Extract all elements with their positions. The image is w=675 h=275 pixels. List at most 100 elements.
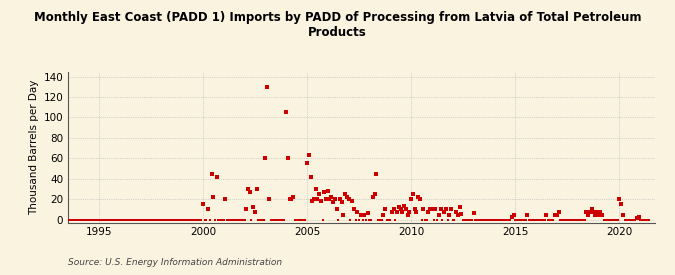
Point (241, 207, 252, 212)
Point (643, 218, 654, 222)
Point (333, 218, 344, 222)
Point (451, 209, 462, 214)
Text: Source: U.S. Energy Information Administration: Source: U.S. Energy Information Administ… (68, 258, 281, 267)
Point (345, 218, 356, 222)
Point (489, 218, 500, 222)
Point (102, 218, 113, 222)
Point (321, 197, 331, 202)
Point (383, 218, 394, 222)
Point (161, 218, 172, 222)
Point (409, 207, 420, 212)
Point (262, 85, 273, 89)
Point (275, 218, 286, 222)
Point (202, 207, 213, 212)
Point (232, 218, 243, 222)
Point (475, 218, 486, 222)
Point (510, 218, 520, 222)
Point (579, 218, 590, 222)
Point (218, 218, 229, 222)
Point (570, 218, 581, 222)
Point (116, 218, 127, 222)
Point (587, 207, 597, 212)
Point (100, 218, 111, 222)
Point (52, 218, 63, 222)
Point (399, 204, 410, 209)
Point (53, 218, 64, 222)
Point (78, 218, 88, 222)
Point (357, 218, 368, 222)
Point (610, 218, 621, 222)
Point (448, 218, 458, 222)
Point (603, 218, 614, 222)
Point (225, 218, 236, 222)
Point (588, 209, 599, 214)
Point (591, 209, 602, 214)
Point (254, 218, 265, 222)
Point (168, 218, 179, 222)
Point (400, 207, 411, 212)
Point (121, 218, 132, 222)
Point (184, 218, 194, 222)
Point (460, 218, 470, 222)
Point (633, 214, 644, 219)
Point (186, 218, 196, 222)
Point (194, 218, 205, 222)
Point (505, 218, 516, 222)
Point (637, 218, 647, 222)
Point (423, 209, 434, 214)
Point (134, 218, 144, 222)
Point (130, 218, 140, 222)
Point (279, 218, 290, 222)
Point (140, 218, 151, 222)
Point (605, 218, 616, 222)
Point (464, 218, 475, 222)
Point (281, 110, 292, 115)
Point (533, 218, 543, 222)
Point (392, 209, 402, 214)
Point (109, 218, 119, 222)
Point (246, 218, 256, 222)
Point (527, 218, 538, 222)
Point (208, 195, 219, 199)
Point (454, 205, 465, 210)
Point (298, 218, 309, 222)
Point (83, 218, 94, 222)
Point (55, 218, 66, 222)
Point (234, 218, 245, 222)
Point (468, 210, 479, 215)
Point (92, 218, 103, 222)
Point (506, 214, 517, 219)
Point (432, 218, 443, 222)
Point (196, 218, 207, 222)
Point (525, 218, 536, 222)
Point (624, 218, 635, 222)
Point (190, 218, 201, 222)
Point (315, 199, 326, 204)
Point (144, 218, 155, 222)
Point (421, 218, 432, 222)
Point (354, 218, 364, 222)
Point (173, 218, 184, 222)
Point (125, 218, 136, 222)
Y-axis label: Thousand Barrels per Day: Thousand Barrels per Day (30, 79, 39, 215)
Point (135, 218, 146, 222)
Point (623, 218, 634, 222)
Point (524, 218, 535, 222)
Point (589, 212, 600, 217)
Point (65, 218, 76, 222)
Point (612, 218, 623, 222)
Point (329, 197, 340, 202)
Point (323, 189, 333, 193)
Point (427, 207, 437, 212)
Point (609, 218, 620, 222)
Point (84, 218, 95, 222)
Point (487, 218, 498, 222)
Point (576, 218, 587, 222)
Point (253, 218, 264, 222)
Point (236, 218, 246, 222)
Point (123, 218, 134, 222)
Point (142, 218, 153, 222)
Point (95, 218, 106, 222)
Point (619, 218, 630, 222)
Point (529, 218, 540, 222)
